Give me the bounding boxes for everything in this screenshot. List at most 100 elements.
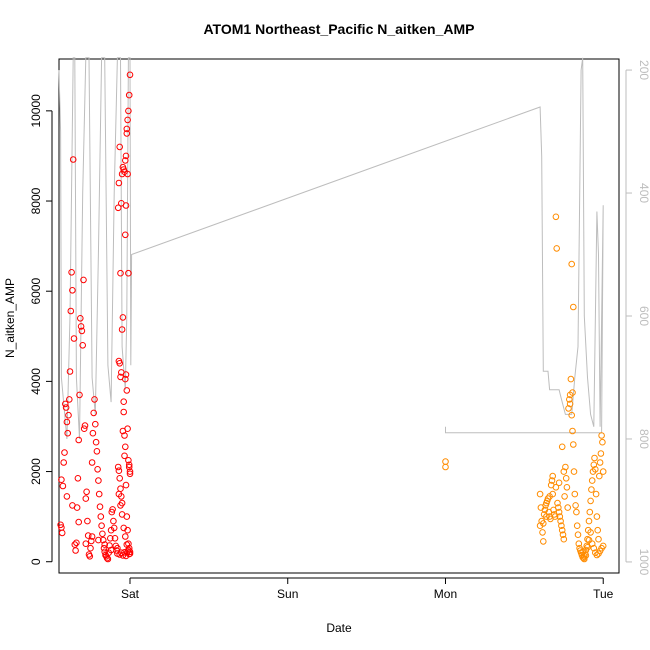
data-point <box>565 405 572 412</box>
data-point <box>559 531 567 539</box>
data-point <box>555 504 562 511</box>
data-point <box>99 536 107 544</box>
data-point <box>558 522 565 530</box>
data-point <box>560 535 568 543</box>
data-point <box>70 335 78 342</box>
data-point <box>125 461 133 469</box>
data-point <box>72 547 79 554</box>
data-point <box>591 454 598 462</box>
data-point <box>571 490 579 498</box>
data-point <box>551 513 559 520</box>
data-point <box>549 472 557 480</box>
data-point <box>110 524 118 532</box>
data-point <box>120 524 127 532</box>
data-point <box>77 323 85 330</box>
data-point <box>58 529 66 537</box>
data-point <box>125 91 133 99</box>
data-point <box>588 486 595 493</box>
data-point <box>566 396 573 403</box>
data-point <box>582 552 590 559</box>
data-point <box>119 314 127 321</box>
axes-layer: Sat Sun Mon Tue 0 2000 4000 6000 8000 10000 200 400… <box>29 60 650 601</box>
data-point <box>61 449 68 456</box>
data-point <box>554 499 561 507</box>
data-point <box>563 484 571 491</box>
data-point <box>68 269 75 276</box>
series-layer <box>57 57 607 563</box>
data-point <box>95 490 103 498</box>
data-point <box>67 307 75 315</box>
data-point <box>125 457 132 464</box>
data-point <box>79 342 86 349</box>
data-point <box>120 398 127 406</box>
x-tick-label: Mon <box>434 587 457 601</box>
data-point <box>543 513 550 520</box>
data-point <box>119 552 127 559</box>
data-point <box>125 463 133 471</box>
data-point <box>590 461 598 469</box>
data-point <box>118 326 126 333</box>
data-point <box>122 443 129 451</box>
data-point <box>117 485 124 493</box>
data-point <box>556 513 564 520</box>
data-point <box>121 432 128 439</box>
data-point <box>111 535 119 542</box>
data-point <box>75 436 82 444</box>
data-point <box>124 170 131 178</box>
data-point <box>568 260 576 268</box>
data-point <box>114 204 122 212</box>
data-point <box>84 532 92 539</box>
data-point <box>552 484 560 491</box>
data-point <box>569 389 576 396</box>
data-point <box>92 438 100 446</box>
data-point <box>557 517 564 525</box>
data-point <box>548 477 556 484</box>
data-point <box>560 468 568 475</box>
data-point <box>546 493 553 500</box>
data-point <box>122 375 129 383</box>
data-point <box>101 548 108 556</box>
data-point <box>122 552 130 560</box>
data-point <box>574 531 582 539</box>
y2-tick-label: 200 <box>637 60 650 80</box>
data-point <box>115 467 123 475</box>
data-point <box>104 555 112 563</box>
data-point <box>116 360 123 367</box>
data-point <box>78 327 86 335</box>
data-point <box>588 477 596 484</box>
data-point <box>596 472 603 480</box>
data-point <box>108 508 116 516</box>
data-point <box>82 495 90 502</box>
data-point <box>77 315 84 322</box>
data-point <box>100 544 108 552</box>
data-point <box>555 508 563 516</box>
data-point <box>63 493 71 500</box>
y-axis-label: N_aitken_AMP <box>3 278 17 358</box>
data-point <box>66 368 74 375</box>
data-point <box>69 156 77 163</box>
data-point <box>562 463 569 471</box>
data-point <box>122 371 130 378</box>
data-point <box>75 518 82 526</box>
data-point <box>114 463 122 471</box>
y-tick-label: 10000 <box>29 94 43 128</box>
data-point <box>62 400 69 408</box>
data-point <box>115 490 123 498</box>
data-point <box>536 490 544 498</box>
data-point <box>584 535 591 543</box>
data-point <box>573 508 580 516</box>
data-point <box>114 544 121 552</box>
data-point <box>97 513 105 520</box>
data-point <box>87 544 94 552</box>
data-point <box>116 475 123 482</box>
data-point <box>96 503 104 511</box>
data-point <box>66 396 73 403</box>
data-point <box>122 481 130 489</box>
data-point <box>117 502 124 509</box>
data-point <box>122 202 130 209</box>
data-point <box>562 475 570 482</box>
data-point <box>125 269 132 277</box>
data-point <box>555 479 563 487</box>
data-point <box>561 493 568 500</box>
